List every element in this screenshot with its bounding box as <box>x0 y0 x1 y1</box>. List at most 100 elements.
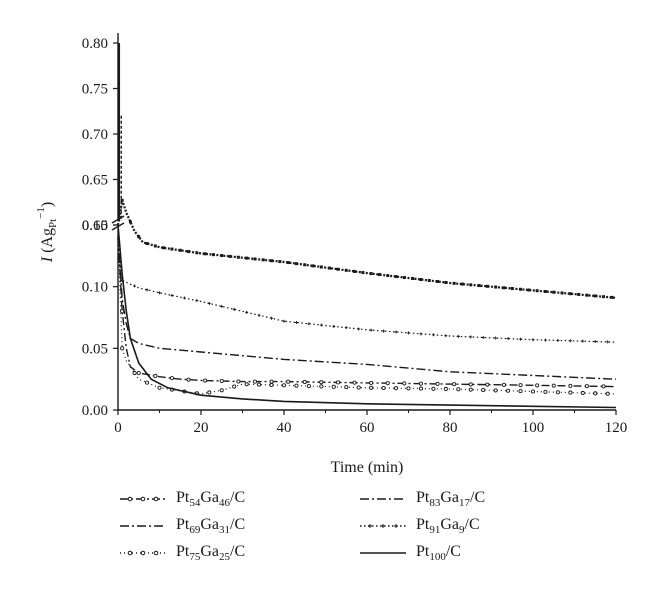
legend-label: Pt54Ga46/C <box>176 489 245 509</box>
legend-label-text: Pt <box>416 515 430 533</box>
legend-swatch-marker <box>394 524 398 528</box>
legend-swatch-marker <box>153 496 159 502</box>
data-point <box>502 286 506 290</box>
data-point <box>137 235 141 239</box>
legend-label-subscript: 17 <box>459 497 470 510</box>
data-point <box>411 277 415 281</box>
legend-item: Pt91Ga9/C <box>358 515 480 537</box>
legend-swatch <box>120 525 166 527</box>
x-tick-label: 60 <box>360 420 375 436</box>
data-point <box>303 263 307 267</box>
data-point <box>568 383 573 388</box>
data-point <box>419 332 423 336</box>
data-point <box>431 333 435 337</box>
data-point <box>236 255 240 259</box>
data-point <box>219 378 224 384</box>
data-point <box>120 346 125 351</box>
series-pt54ga46-c <box>117 237 617 389</box>
series-pt69ga31-c <box>117 237 617 380</box>
data-point <box>519 337 523 341</box>
data-point <box>203 252 207 256</box>
legend-label-subscript: 31 <box>219 524 230 537</box>
legend-label-subscript: 91 <box>429 524 441 537</box>
data-point <box>128 220 132 224</box>
data-point <box>144 380 150 385</box>
data-point <box>269 382 274 388</box>
data-point <box>182 296 186 300</box>
y-tick-label: 0.15 <box>82 218 108 234</box>
data-point <box>602 295 606 299</box>
legend-swatch-marker <box>381 524 385 528</box>
data-point <box>506 388 511 393</box>
legend-label-text: Ga <box>440 515 459 533</box>
data-point <box>270 316 274 320</box>
data-point <box>257 313 261 317</box>
initial-current-spike <box>118 43 122 221</box>
legend-label-text: /C <box>445 542 461 560</box>
legend-swatch <box>360 524 406 528</box>
data-point <box>357 327 361 331</box>
data-point <box>518 389 523 394</box>
data-point <box>568 390 573 395</box>
data-point <box>186 377 191 382</box>
legend-item: Pt54Ga46/C <box>118 488 245 510</box>
data-point <box>369 272 373 276</box>
data-point <box>307 322 311 326</box>
data-point <box>195 299 199 303</box>
data-point <box>481 335 485 339</box>
data-point <box>319 265 323 269</box>
data-point <box>286 379 291 384</box>
data-point <box>519 287 523 291</box>
axis-labels: Time (min) I (AgPt−1) <box>35 202 403 476</box>
data-point <box>306 384 311 389</box>
data-point <box>431 386 436 391</box>
data-point <box>162 246 166 250</box>
data-point <box>219 388 224 393</box>
data-point <box>120 198 124 202</box>
legend-label-text: Ga <box>200 542 219 560</box>
data-point <box>136 370 141 376</box>
x-tick-label: 20 <box>194 420 209 436</box>
data-point <box>319 380 324 385</box>
data-point <box>207 390 212 395</box>
data-point <box>493 388 498 393</box>
legend-label-text: /C <box>230 542 246 560</box>
data-point <box>407 331 410 335</box>
data-point <box>261 258 265 262</box>
data-point <box>294 383 299 388</box>
y-tick-label: 0.60 <box>82 218 108 234</box>
data-point <box>220 304 224 308</box>
legend-label-text: Ga <box>440 488 459 506</box>
y-tick-label: 0.70 <box>82 127 108 143</box>
legend-label-text: Ga <box>200 488 219 506</box>
data-point <box>485 382 490 387</box>
data-point <box>543 289 547 293</box>
data-point <box>282 319 286 323</box>
data-point <box>145 242 149 245</box>
data-point <box>402 276 406 280</box>
data-point <box>228 254 232 258</box>
legend-label-text: /C <box>470 488 486 506</box>
legend-swatch-marker <box>140 496 146 502</box>
data-point <box>253 257 257 261</box>
legend-swatch <box>120 496 166 502</box>
legend-label-text: /C <box>230 488 246 506</box>
data-point <box>195 251 199 255</box>
y-axis-label-close: ) <box>39 202 56 207</box>
data-point <box>402 381 407 386</box>
data-point <box>257 382 262 387</box>
data-point <box>584 384 590 389</box>
y-tick-label: 0.80 <box>82 36 108 52</box>
data-point <box>133 284 137 288</box>
x-tick-label: 120 <box>605 420 628 436</box>
data-point <box>436 279 440 283</box>
data-point <box>535 383 540 388</box>
legend-label: Pt100/C <box>416 543 461 563</box>
data-point <box>353 269 357 273</box>
data-point <box>336 267 340 271</box>
series-line <box>116 199 617 299</box>
data-point <box>278 260 282 264</box>
data-point <box>294 262 298 266</box>
data-point <box>252 379 257 384</box>
